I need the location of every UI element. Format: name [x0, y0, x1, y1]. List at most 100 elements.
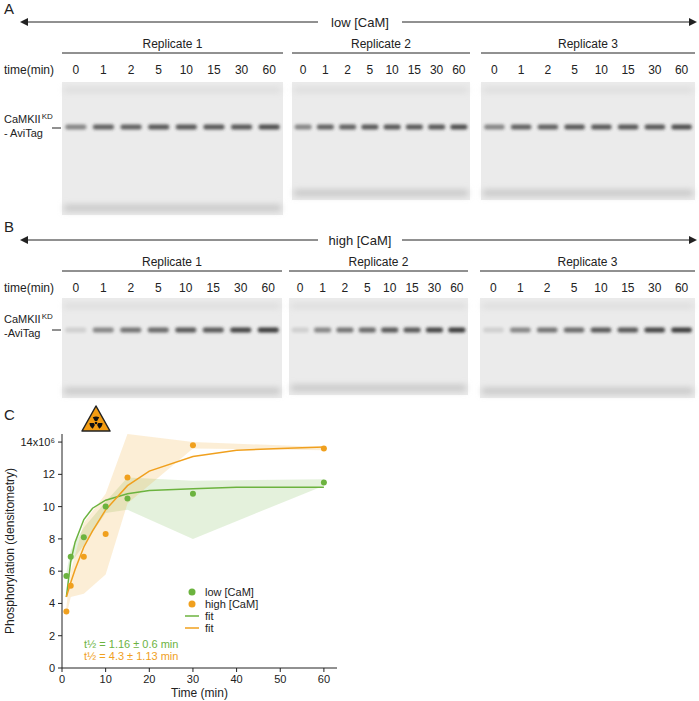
replicate-label: Replicate 1: [142, 255, 202, 269]
gel-band: [591, 328, 611, 333]
gel-band: [359, 328, 376, 333]
time-value: 2: [544, 281, 551, 295]
arrow-head: [689, 236, 697, 244]
legend-marker: [189, 601, 196, 608]
time-value: 15: [405, 281, 419, 295]
band-label: - AviTag: [4, 127, 43, 139]
gel-band: [404, 328, 421, 333]
time-value: 10: [594, 281, 608, 295]
y-axis-label: Phosphorylation (densitometry): [3, 468, 17, 634]
y-tick-label: 4: [49, 597, 55, 609]
x-tick: [280, 668, 281, 672]
chart: C010203040506002468101214x10⁶Time (min)P…: [3, 406, 337, 700]
arrow-head: [689, 18, 697, 26]
gel-band: [65, 125, 86, 130]
time-value: 0: [72, 281, 79, 295]
gel-band: [317, 125, 334, 130]
gel-edge: [64, 388, 280, 394]
time-value: 0: [297, 281, 304, 295]
icon-blade: [93, 417, 100, 422]
data-point: [190, 442, 196, 448]
gel-edge: [482, 388, 693, 394]
time-value: 0: [300, 63, 307, 77]
gel-band: [65, 328, 86, 333]
legend-line: [185, 627, 199, 629]
gel: [289, 298, 468, 395]
label-bg: [318, 231, 402, 247]
gel-band: [381, 328, 398, 333]
data-point: [63, 573, 69, 579]
time-value: 60: [675, 63, 689, 77]
time-value: 15: [408, 63, 422, 77]
time-value: 5: [155, 63, 162, 77]
gel-edge: [291, 304, 466, 308]
gel-band: [645, 125, 665, 130]
time-value: 60: [262, 281, 276, 295]
gel: [62, 298, 282, 398]
data-point: [321, 446, 327, 452]
time-value: 10: [383, 281, 397, 295]
x-tick: [62, 668, 63, 672]
gel-band: [231, 125, 252, 130]
time-label: time(min): [4, 63, 54, 77]
time-label: time(min): [4, 281, 54, 295]
y-tick: [58, 538, 62, 539]
gel-band: [484, 125, 504, 130]
gel: [292, 82, 470, 200]
x-tick-label: 0: [59, 673, 65, 685]
gel-band: [644, 328, 664, 333]
panel-letter: A: [4, 0, 14, 17]
gel: [62, 82, 283, 215]
time-value: 5: [155, 281, 162, 295]
time-value: 0: [491, 63, 498, 77]
x-tick-label: 60: [318, 673, 330, 685]
gel-edge: [483, 190, 693, 196]
gel-band: [176, 125, 197, 130]
time-value: 2: [545, 63, 552, 77]
time-value: 1: [100, 281, 107, 295]
y-tick-label: 0: [49, 662, 55, 674]
x-tick-label: 40: [230, 673, 242, 685]
data-point: [68, 554, 74, 560]
gel-band: [618, 328, 638, 333]
gel-band: [384, 125, 401, 130]
legend-label: fit: [205, 610, 214, 622]
y-tick: [58, 635, 62, 636]
x-tick: [192, 668, 193, 672]
gel: [480, 298, 695, 398]
annotation: t½ = 4.3 ± 1.13 min: [84, 650, 178, 662]
time-value: 30: [648, 63, 662, 77]
band-label: CaMKII: [4, 313, 41, 325]
icon-triangle: [82, 406, 110, 431]
time-value: 15: [207, 63, 221, 77]
time-value: 10: [179, 281, 193, 295]
time-value: 1: [518, 63, 525, 77]
legend: low [CaM]high [CaM]fitfit: [185, 586, 258, 634]
x-tick-label: 30: [187, 673, 199, 685]
data-point: [321, 479, 327, 485]
band-label: -AviTag: [4, 327, 40, 339]
time-value: 30: [235, 63, 249, 77]
replicate-underline: [62, 53, 283, 54]
time-value: 30: [234, 281, 248, 295]
gel-band: [537, 328, 557, 333]
gel-band: [120, 328, 141, 333]
gel-band: [203, 328, 224, 333]
legend-marker: [189, 589, 196, 596]
figure: Alow [CaM]time(min)Replicate 10125101530…: [0, 0, 699, 701]
time-value: 5: [364, 281, 371, 295]
gel-band: [148, 125, 169, 130]
gel-band: [336, 328, 353, 333]
plot-area: [63, 434, 327, 616]
gel-band: [93, 328, 114, 333]
annotation: t½ = 1.16 ± 0.6 min: [84, 638, 178, 650]
panel-letter: C: [4, 406, 15, 423]
time-value: 15: [621, 63, 635, 77]
time-value: 30: [648, 281, 662, 295]
gel-band: [510, 328, 530, 333]
replicate-label: Replicate 2: [351, 37, 411, 51]
y-axis: [62, 434, 63, 668]
gel-band: [295, 125, 312, 130]
fit-line: [66, 487, 324, 597]
arrow-head: [20, 18, 28, 26]
